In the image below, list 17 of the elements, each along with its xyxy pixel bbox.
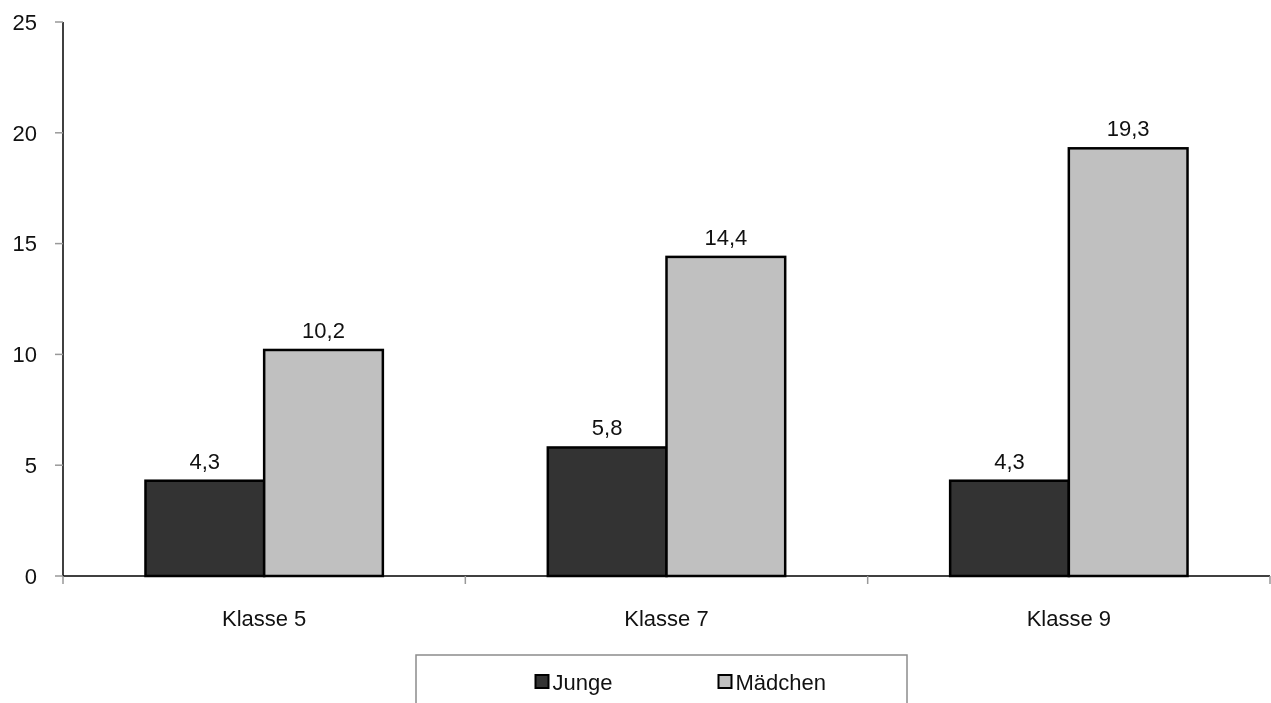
data-label: 4,3 bbox=[189, 448, 221, 474]
x-tick-label: Klasse 5 bbox=[221, 606, 307, 631]
data-label: 5,8 bbox=[591, 415, 623, 441]
data-label: 14,4 bbox=[704, 224, 748, 250]
legend-label: Junge bbox=[552, 670, 613, 695]
y-tick-label: 10 bbox=[12, 342, 37, 368]
y-tick-label: 25 bbox=[12, 9, 37, 35]
y-tick-label: 15 bbox=[12, 231, 37, 257]
x-tick-label: Klasse 7 bbox=[624, 606, 709, 631]
y-tick-label: 20 bbox=[12, 120, 37, 146]
legend-label: Mädchen bbox=[735, 670, 827, 695]
x-tick-label: Klasse 9 bbox=[1026, 606, 1112, 631]
data-label: 10,2 bbox=[302, 317, 345, 343]
y-tick-label: 0 bbox=[24, 563, 37, 589]
data-label: 4,3 bbox=[994, 448, 1025, 474]
data-label: 19,3 bbox=[1106, 116, 1150, 142]
y-tick-label: 5 bbox=[24, 452, 37, 478]
